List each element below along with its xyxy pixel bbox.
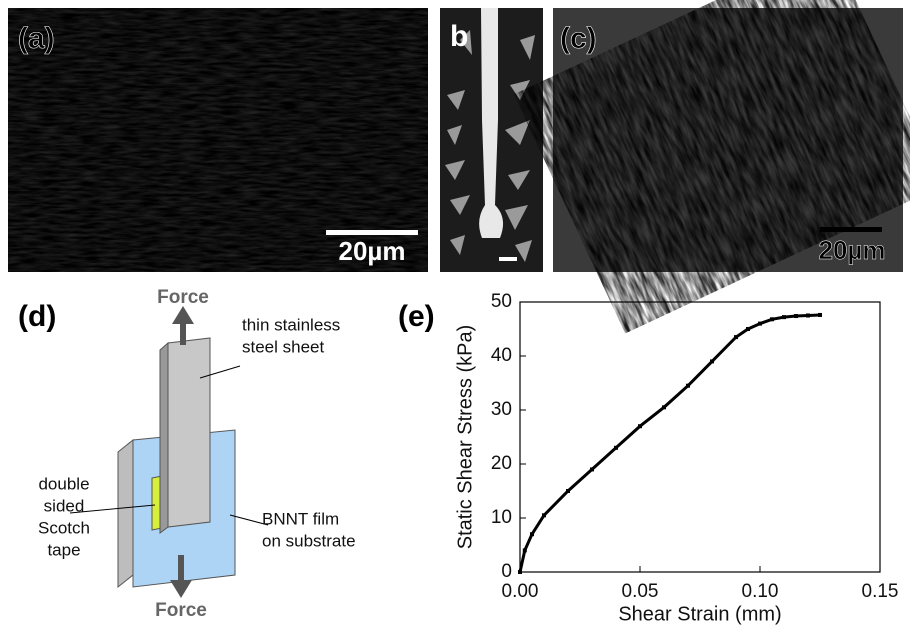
x-tick-label: 0.05 xyxy=(622,581,659,602)
data-point xyxy=(770,317,774,322)
diagram-label: steel sheet xyxy=(242,337,324,356)
y-tick-label: 0 xyxy=(501,561,512,582)
scale-bar-label: 20µm xyxy=(818,235,885,265)
sem-image xyxy=(8,8,428,272)
plot-frame xyxy=(519,301,881,573)
diagram-label: Scotch xyxy=(38,518,90,537)
y-tick-label: 20 xyxy=(491,453,512,474)
data-point xyxy=(542,513,546,518)
diagram-label: thin stainless xyxy=(242,315,340,334)
data-point xyxy=(818,312,822,317)
y-tick-label: 10 xyxy=(491,507,512,528)
panel-label: (c) xyxy=(560,22,597,55)
leader-line xyxy=(69,504,156,514)
data-point xyxy=(662,405,666,410)
leader-line xyxy=(199,365,241,379)
scale-bar xyxy=(499,257,517,261)
data-point xyxy=(782,315,786,320)
panel-label: (a) xyxy=(18,22,55,55)
sheet-edge xyxy=(159,341,169,534)
data-point xyxy=(710,359,714,364)
y-axis-label: Static Shear Stress (kPa) xyxy=(454,325,476,550)
panel-a: (a) 20µm xyxy=(8,8,428,272)
data-point xyxy=(518,570,522,574)
data-point xyxy=(746,327,750,331)
arrow-head xyxy=(170,580,192,598)
data-point xyxy=(522,548,527,553)
data-point xyxy=(806,313,810,318)
scale-bar xyxy=(326,230,418,235)
steel-sheet xyxy=(167,337,211,528)
panel-label: (e) xyxy=(398,300,435,333)
force-label: Force xyxy=(157,287,209,308)
diagram-label: tape xyxy=(47,540,80,559)
panel-d: (d) Force Force thin stainless steel shee… xyxy=(0,282,440,627)
x-axis-label: Shear Strain (mm) xyxy=(618,603,781,625)
data-line xyxy=(518,313,821,573)
y-tick-label: 50 xyxy=(491,291,512,312)
force-label: Force xyxy=(155,600,207,621)
diagram-label: double xyxy=(38,474,89,493)
y-tick-label: 30 xyxy=(491,399,512,420)
data-point xyxy=(566,489,570,493)
nanotube xyxy=(479,8,504,238)
arrow-head xyxy=(172,306,194,324)
diagram-label: BNNT film xyxy=(262,509,339,528)
substrate-edge xyxy=(117,438,134,589)
triangles xyxy=(445,30,535,262)
y-tick-label: 40 xyxy=(491,345,512,366)
data-point xyxy=(686,383,690,388)
data-point xyxy=(590,467,594,472)
panel-label: b xyxy=(450,20,468,53)
panel-b: b xyxy=(440,8,543,272)
panel-e: (e) Static Shear Stress (kPa) Shear Stra… xyxy=(398,291,898,625)
data-point xyxy=(734,335,738,340)
diagram-label: sided xyxy=(44,496,85,515)
scale-bar xyxy=(820,227,882,232)
x-tick-label: 0.10 xyxy=(742,581,779,602)
data-point xyxy=(794,314,798,319)
data-point xyxy=(614,445,618,450)
leader-line xyxy=(229,514,269,526)
x-tick-label: 0.00 xyxy=(502,581,539,602)
diagram-label: on substrate xyxy=(262,531,356,550)
panel-c: (c) 20µm xyxy=(514,0,910,334)
data-point xyxy=(638,424,642,429)
data-point xyxy=(530,532,534,537)
scale-bar-label: 20µm xyxy=(338,236,405,266)
panel-label: (d) xyxy=(18,300,56,333)
x-tick-label: 0.15 xyxy=(862,581,899,602)
sem-image xyxy=(514,0,910,334)
data-point xyxy=(758,321,762,326)
